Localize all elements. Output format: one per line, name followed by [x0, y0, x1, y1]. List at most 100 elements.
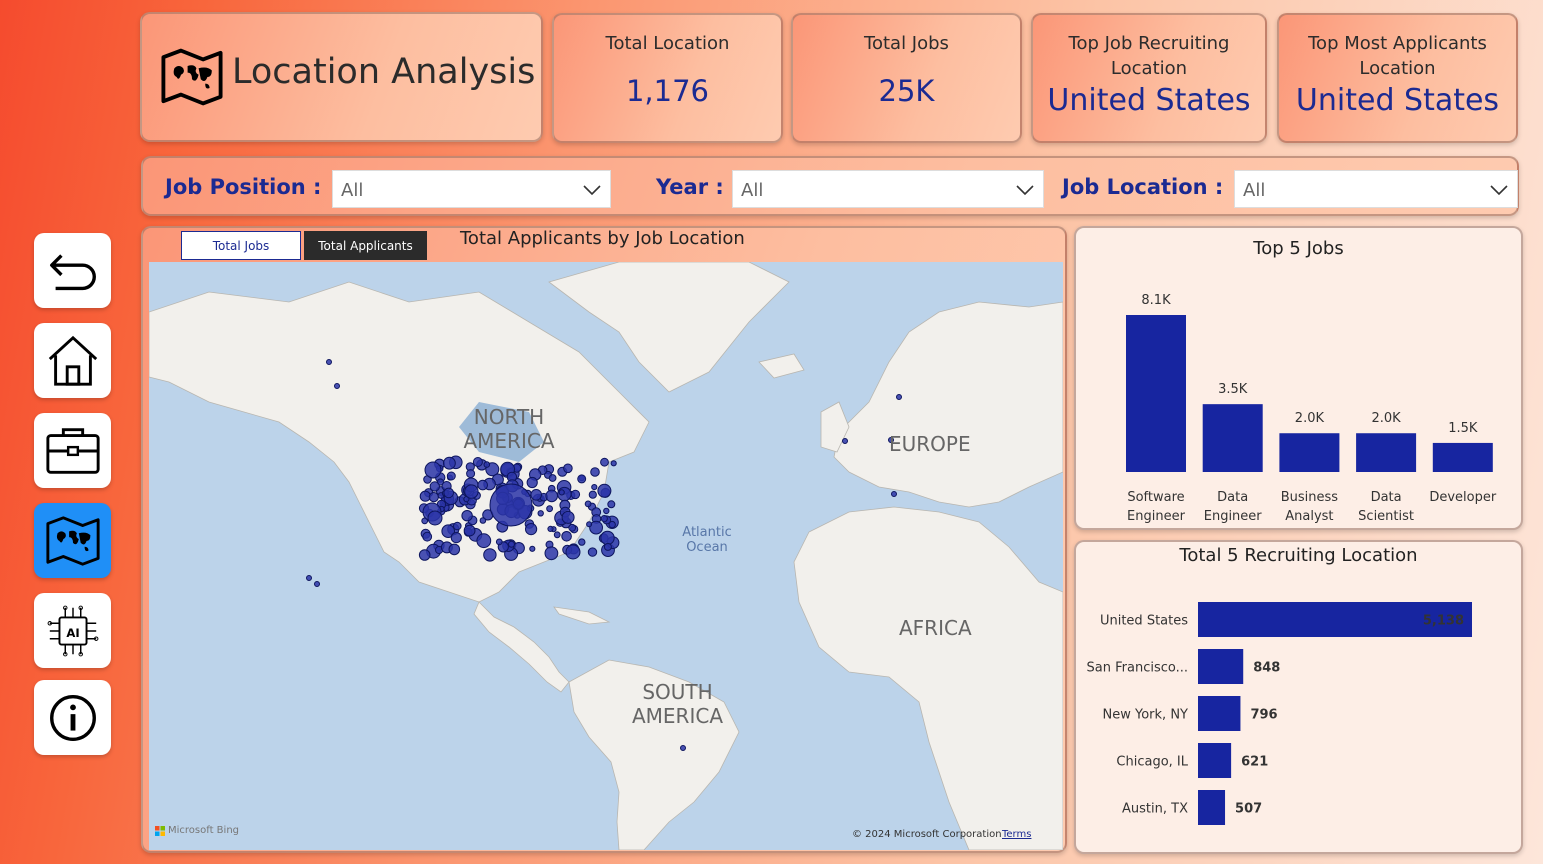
map-title: Total Applicants by Job Location: [460, 228, 745, 249]
location-bubble[interactable]: [495, 538, 503, 546]
location-bubble[interactable]: [477, 479, 489, 491]
job-location-dropdown[interactable]: All: [1234, 170, 1518, 208]
bar[interactable]: [1198, 649, 1244, 684]
data-label: 2.0K: [1295, 411, 1325, 426]
location-bubble[interactable]: [463, 524, 476, 537]
bing-attribution: Microsoft Bing: [155, 825, 239, 836]
location-bubble[interactable]: [597, 483, 612, 498]
world-map[interactable]: NORTH AMERICA EUROPE AFRICA SOUTH AMERIC…: [149, 262, 1063, 850]
location-bubble[interactable]: [891, 491, 897, 497]
location-bubble[interactable]: [577, 474, 587, 484]
location-bubble[interactable]: [525, 523, 538, 536]
location-bubble[interactable]: [530, 489, 543, 501]
location-bubble[interactable]: [608, 520, 616, 529]
location-bubble[interactable]: [448, 543, 461, 556]
total-applicants-toggle[interactable]: Total Applicants: [304, 231, 427, 260]
location-bubble[interactable]: [600, 530, 615, 546]
location-bubble[interactable]: [553, 531, 561, 539]
location-bubble[interactable]: [443, 487, 455, 499]
location-bubble[interactable]: [563, 463, 573, 474]
terms-link[interactable]: Terms: [1002, 829, 1032, 840]
location-bubble[interactable]: [526, 476, 538, 489]
home-button[interactable]: [34, 323, 111, 398]
location-bubble[interactable]: [545, 489, 559, 503]
location-bubble[interactable]: [443, 456, 456, 470]
location-bubble[interactable]: [461, 510, 473, 522]
info-button[interactable]: [34, 680, 111, 755]
location-bubble[interactable]: [548, 474, 557, 482]
location-bubble[interactable]: [570, 489, 581, 500]
location-bubble[interactable]: [489, 483, 533, 527]
location-bubble[interactable]: [472, 457, 483, 467]
bar[interactable]: [1198, 743, 1232, 778]
bar[interactable]: [1432, 442, 1493, 472]
kpi-card-total-location: Total Location 1,176: [552, 13, 783, 143]
location-bubble[interactable]: [590, 467, 600, 477]
ai-button[interactable]: AI: [34, 593, 111, 668]
location-bubble[interactable]: [547, 525, 554, 532]
bar[interactable]: [1126, 315, 1186, 472]
location-bubble[interactable]: [578, 538, 586, 546]
bar[interactable]: [1198, 696, 1241, 731]
location-bubble[interactable]: [587, 547, 598, 557]
location-bubble[interactable]: [603, 507, 610, 515]
location-bubble[interactable]: [450, 532, 462, 544]
location-bubble[interactable]: [565, 544, 581, 560]
location-bubble[interactable]: [306, 575, 312, 581]
location-bubble[interactable]: [441, 524, 456, 539]
location-bubble[interactable]: [588, 490, 597, 499]
location-bubble[interactable]: [429, 481, 440, 492]
location-bubble[interactable]: [586, 521, 593, 528]
location-bubble[interactable]: [529, 545, 536, 552]
location-bubble[interactable]: [446, 471, 456, 481]
location-bubble[interactable]: [568, 523, 577, 532]
location-bubble[interactable]: [591, 484, 598, 491]
location-bubble[interactable]: [544, 546, 559, 561]
location-bubble[interactable]: [326, 359, 332, 365]
location-bubble[interactable]: [314, 581, 320, 587]
location-bubble[interactable]: [418, 549, 431, 561]
location-bubble[interactable]: [607, 500, 616, 509]
location-bubble[interactable]: [483, 461, 491, 468]
location-bubble[interactable]: [424, 461, 442, 479]
location-bubble[interactable]: [466, 469, 476, 479]
total-jobs-toggle[interactable]: Total Jobs: [181, 231, 301, 260]
location-bubble[interactable]: [610, 460, 617, 467]
jobs-button[interactable]: [34, 413, 111, 488]
location-bubble[interactable]: [546, 505, 554, 513]
data-label: 848: [1253, 661, 1280, 676]
bar[interactable]: [1198, 602, 1472, 637]
location-bubble[interactable]: [334, 383, 340, 389]
location-bubble[interactable]: [561, 531, 572, 542]
location-bubble[interactable]: [600, 515, 608, 523]
location-bubble[interactable]: [464, 484, 479, 499]
home-icon: [48, 335, 97, 386]
location-bubble[interactable]: [600, 457, 609, 467]
location-bubble[interactable]: [842, 438, 848, 444]
bar[interactable]: [1279, 433, 1340, 472]
location-bubble[interactable]: [453, 521, 462, 531]
location-bubble[interactable]: [558, 489, 565, 496]
location-bubble[interactable]: [680, 745, 686, 751]
location-analysis-button[interactable]: [34, 503, 111, 578]
location-bubble[interactable]: [508, 540, 515, 548]
location-bubble[interactable]: [476, 533, 492, 549]
world-map-icon: [161, 48, 223, 106]
location-bubble[interactable]: [561, 510, 575, 524]
location-bubble[interactable]: [584, 500, 592, 508]
location-bubble[interactable]: [483, 548, 497, 562]
location-bubble[interactable]: [603, 542, 612, 551]
bar[interactable]: [1198, 790, 1226, 825]
bar[interactable]: [1202, 404, 1263, 472]
location-bubble[interactable]: [479, 517, 487, 524]
job-position-dropdown[interactable]: All: [332, 170, 611, 208]
bar[interactable]: [1356, 433, 1417, 472]
location-bubble[interactable]: [427, 510, 443, 526]
location-bubble[interactable]: [537, 510, 544, 517]
location-bubble[interactable]: [422, 531, 433, 542]
back-button[interactable]: [34, 233, 111, 308]
location-bubble[interactable]: [589, 520, 604, 535]
location-bubble[interactable]: [896, 394, 902, 400]
year-dropdown[interactable]: All: [732, 170, 1044, 208]
location-bubble[interactable]: [888, 437, 894, 443]
